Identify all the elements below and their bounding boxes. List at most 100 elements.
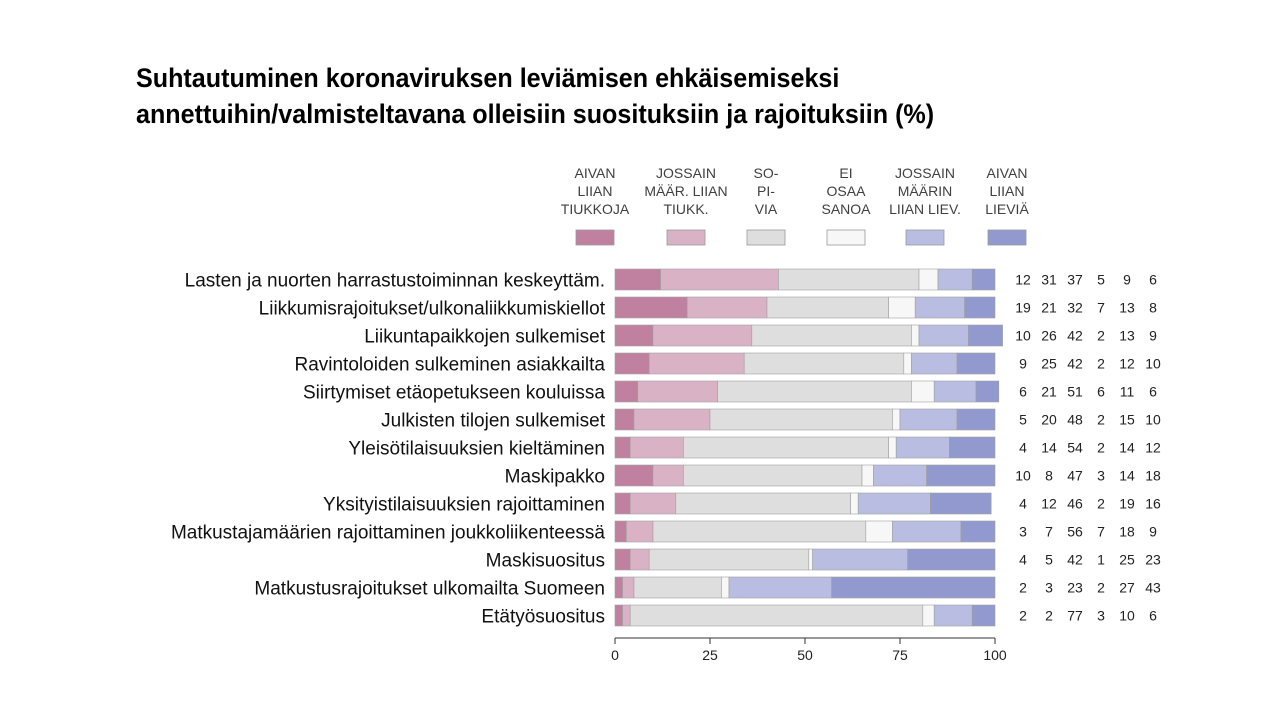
data-label: 14: [1119, 468, 1135, 484]
data-label: 23: [1067, 580, 1083, 596]
data-label: 3: [1045, 580, 1053, 596]
bar-segment: [614, 408, 635, 431]
data-label: 9: [1123, 272, 1131, 288]
data-label: 2: [1019, 580, 1027, 596]
data-label: 10: [1015, 328, 1031, 344]
bar-segment: [686, 296, 768, 319]
data-label: 77: [1067, 608, 1083, 624]
data-label: 4: [1019, 440, 1027, 456]
x-tick-label: 50: [797, 647, 813, 663]
bar-segment: [633, 408, 711, 431]
data-label: 13: [1119, 328, 1135, 344]
bar-segment: [683, 464, 863, 487]
bar-segment: [922, 604, 935, 627]
bar-segment: [629, 492, 677, 515]
data-label: 37: [1067, 272, 1083, 288]
row-label: Liikkumisrajoitukset/ulkonaliikkumiskiel…: [259, 299, 606, 320]
bar-segment: [926, 464, 996, 487]
bar-segment: [614, 464, 654, 487]
legend-swatch: [575, 229, 615, 246]
data-label: 12: [1041, 496, 1057, 512]
bar-segment: [861, 464, 874, 487]
data-label: 19: [1119, 496, 1135, 512]
bar-segment: [622, 576, 635, 599]
legend-label: AIVAN: [987, 165, 1028, 181]
bar-segment: [614, 576, 623, 599]
data-label: 13: [1119, 300, 1135, 316]
data-label: 2: [1019, 608, 1027, 624]
bar-segment: [629, 436, 684, 459]
bar-segment: [614, 352, 650, 375]
bar-segment: [930, 492, 992, 515]
x-tick-label: 0: [611, 647, 619, 663]
data-label: 21: [1041, 384, 1057, 400]
bar-segment: [812, 548, 908, 571]
x-tick-label: 100: [983, 647, 1007, 663]
bar-segment: [873, 464, 927, 487]
data-label: 9: [1149, 524, 1157, 540]
bar-segment: [652, 324, 753, 347]
data-label: 2: [1097, 328, 1105, 344]
data-label: 54: [1067, 440, 1083, 456]
data-label: 10: [1119, 608, 1135, 624]
bar-segment: [808, 548, 813, 571]
bar-segment: [614, 604, 623, 627]
bar-segment: [949, 436, 996, 459]
bar-segment: [728, 576, 832, 599]
legend-label: MÄÄRIN: [898, 183, 952, 199]
bar-segment: [629, 548, 650, 571]
data-label: 42: [1067, 552, 1083, 568]
data-label: 12: [1015, 272, 1031, 288]
data-label: 7: [1045, 524, 1053, 540]
data-label: 56: [1067, 524, 1083, 540]
bar-segment: [778, 268, 920, 291]
bar-segment: [614, 436, 631, 459]
legend-label: VIA: [755, 201, 778, 217]
data-label: 47: [1067, 468, 1083, 484]
bar-segment: [956, 408, 996, 431]
bar-segment: [614, 520, 627, 543]
bar-segment: [683, 436, 889, 459]
data-label: 26: [1041, 328, 1057, 344]
legend-swatch: [666, 229, 706, 246]
data-label: 6: [1019, 384, 1027, 400]
data-label: 18: [1119, 524, 1135, 540]
legend-label: EI: [839, 165, 852, 181]
row-label: Siirtymiset etäopetukseen kouluissa: [303, 383, 605, 404]
row-label: Liikuntapaikkojen sulkemiset: [364, 327, 606, 348]
bar-segment: [914, 296, 965, 319]
data-label: 20: [1041, 412, 1057, 428]
bar-segment: [911, 352, 958, 375]
bar-segment: [614, 548, 631, 571]
data-label: 19: [1015, 300, 1031, 316]
bar-segment: [892, 520, 962, 543]
bar-segment: [614, 324, 654, 347]
bar-segment: [675, 492, 851, 515]
data-label: 21: [1041, 300, 1057, 316]
bar-segment: [857, 492, 931, 515]
data-label: 2: [1097, 580, 1105, 596]
data-label: 3: [1097, 468, 1105, 484]
bar-segment: [971, 268, 996, 291]
legend-label: TIUKKOJA: [561, 201, 630, 217]
data-label: 5: [1045, 552, 1053, 568]
row-label: Matkustajamäärien rajoittaminen joukkoli…: [171, 523, 605, 544]
legend-swatch: [905, 229, 945, 246]
data-label: 32: [1067, 300, 1083, 316]
data-label: 8: [1149, 300, 1157, 316]
bar-segment: [975, 380, 1000, 403]
data-label: 2: [1045, 608, 1053, 624]
data-label: 4: [1019, 552, 1027, 568]
bar-segment: [637, 380, 718, 403]
data-label: 6: [1149, 272, 1157, 288]
bar-segment: [937, 268, 973, 291]
bar-segment: [933, 604, 973, 627]
bar-segment: [660, 268, 779, 291]
row-label: Maskipakko: [505, 467, 605, 488]
data-label: 46: [1067, 496, 1083, 512]
data-label: 16: [1145, 496, 1161, 512]
row-label: Ravintoloiden sulkeminen asiakkailta: [294, 355, 605, 376]
legend-label: AIVAN: [575, 165, 616, 181]
bar-segment: [614, 296, 688, 319]
